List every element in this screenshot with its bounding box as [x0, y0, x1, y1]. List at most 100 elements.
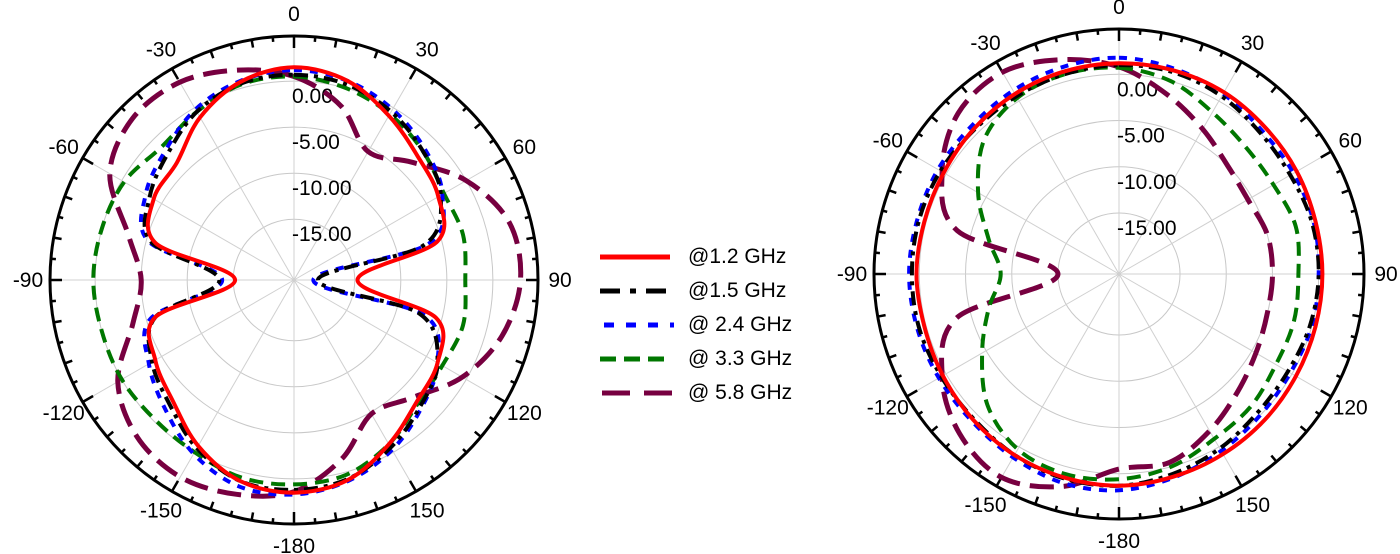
axis-tick: [53, 319, 62, 324]
axis-tick: [1054, 37, 1059, 43]
axis-tick: [930, 115, 939, 123]
axis-tick: [1341, 353, 1350, 359]
axis-tick: [1287, 442, 1294, 449]
series-line: [914, 61, 1325, 488]
axis-tick: [136, 92, 144, 101]
angle-label: 90: [548, 269, 571, 292]
axis-tick: [473, 122, 482, 130]
legend-label: @ 2.4 GHz: [688, 313, 793, 336]
axis-tick: [1352, 313, 1361, 318]
legend-swatch-dashdot-icon: [600, 288, 670, 294]
axis-tick: [877, 313, 886, 318]
legend-item-1p5ghz: @1.5 GHz: [600, 274, 830, 308]
axis-tick: [977, 469, 983, 476]
axis-tick: [510, 175, 516, 181]
axis-tick: [1314, 410, 1321, 416]
axis-tick: [136, 459, 144, 468]
axis-tick: [489, 139, 495, 144]
axis-tick: [1234, 475, 1243, 487]
angle-label: 60: [1339, 130, 1362, 153]
grid-spoke: [82, 157, 295, 281]
legend-swatch-solid-icon: [600, 254, 670, 260]
axis-tick: [393, 58, 399, 64]
axis-tick: [896, 169, 903, 174]
ring-label: 0.00: [1117, 78, 1158, 101]
axis-tick: [229, 510, 234, 517]
series-line: [907, 55, 1321, 493]
axis-tick: [882, 209, 888, 214]
angle-label: 120: [1333, 397, 1368, 420]
axis-tick: [1179, 505, 1184, 511]
axis-tick: [944, 99, 951, 106]
axis-tick: [189, 496, 195, 502]
axis-tick: [462, 106, 468, 112]
axis-tick: [930, 425, 939, 433]
axis-tick: [960, 85, 968, 94]
axis-tick: [1075, 32, 1080, 41]
axis-tick: [944, 442, 951, 449]
axis-tick: [333, 512, 338, 521]
axis-tick: [1335, 374, 1342, 379]
legend-swatch-long-dash-icon: [602, 390, 672, 396]
legend-label: @1.5 GHz: [688, 279, 787, 302]
grid-spoke: [171, 279, 295, 492]
axis-tick: [408, 68, 418, 80]
legend-label: @ 5.8 GHz: [688, 381, 793, 404]
axis-tick: [209, 50, 215, 59]
axis-tick: [72, 379, 78, 385]
grid-spoke: [1118, 61, 1242, 275]
axis-tick: [93, 416, 99, 421]
angle-label: -30: [970, 32, 1000, 55]
angle-label: 120: [507, 402, 542, 425]
legend-item-5p8ghz: @ 5.8 GHz: [600, 376, 830, 410]
axis-tick: [1179, 37, 1184, 43]
axis-tick: [1341, 189, 1350, 195]
angle-label: -90: [837, 263, 867, 286]
axis-tick: [120, 106, 126, 112]
legend-label: @ 3.3 GHz: [688, 347, 793, 370]
axis-tick: [1255, 72, 1261, 79]
axis-tick: [250, 39, 255, 48]
axis-tick: [373, 501, 379, 510]
axis-tick: [917, 410, 924, 416]
axis-tick: [333, 39, 338, 48]
axis-tick: [1287, 99, 1294, 106]
ring-label: -15.00: [292, 223, 352, 246]
axis-tick: [515, 195, 524, 201]
ring-label: -5.00: [292, 131, 340, 154]
axis-tick: [64, 359, 73, 365]
angle-label: -150: [140, 499, 182, 522]
angle-label: -90: [13, 269, 43, 292]
axis-tick: [1350, 209, 1356, 214]
axis-tick: [462, 448, 468, 454]
ring-label: -5.00: [1117, 125, 1165, 148]
axis-tick: [430, 475, 435, 481]
grid-spoke: [996, 273, 1120, 487]
legend: @1.2 GHz @1.5 GHz @ 2.4 GHz @ 3.3 GHz @ …: [600, 240, 830, 410]
axis-tick: [1014, 51, 1019, 58]
polar-chart-right: 0 30 60 90 120 150 -180 -150 -120 -90 -60 -30 0.00 -5…: [837, 0, 1398, 553]
axis-tick: [1299, 425, 1308, 433]
angle-label: -60: [48, 136, 78, 159]
legend-item-2p4ghz: @ 2.4 GHz: [600, 308, 830, 342]
axis-tick: [373, 50, 379, 59]
axis-tick: [82, 394, 94, 404]
axis-tick: [408, 480, 418, 492]
axis-tick: [1034, 43, 1040, 52]
axis-tick: [106, 122, 115, 130]
axis-tick: [444, 459, 452, 468]
axis-tick: [250, 512, 255, 521]
axis-tick: [510, 379, 516, 385]
axis-tick: [494, 156, 506, 166]
angle-label: -120: [867, 397, 909, 420]
series-line: [145, 65, 447, 495]
ring-label: 0.00: [292, 85, 333, 108]
axis-tick: [906, 150, 918, 159]
axis-tick: [888, 353, 897, 359]
angle-label: 150: [1235, 494, 1270, 517]
angle-label: 0: [288, 3, 300, 26]
axis-tick: [1219, 490, 1224, 497]
axis-tick: [120, 448, 126, 454]
axis-tick: [189, 58, 195, 64]
axis-tick: [906, 389, 918, 398]
